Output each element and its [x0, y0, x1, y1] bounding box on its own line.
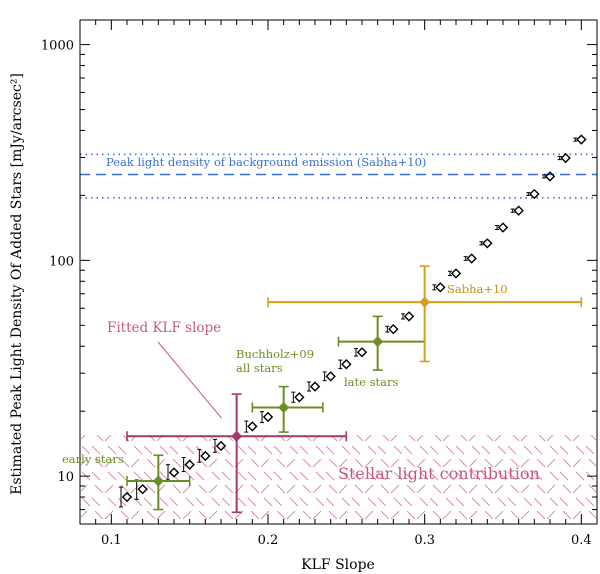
data-point-marker	[184, 459, 195, 470]
data-point-marker	[121, 491, 133, 503]
highlighted-point	[251, 385, 324, 433]
data-point-marker	[325, 371, 336, 382]
stellar-light-label: Stellar light contribution	[338, 464, 540, 483]
data-point-marker	[513, 205, 524, 216]
data-point	[213, 438, 227, 453]
y-axis-ticks: 10 100 1000	[41, 39, 597, 525]
data-point	[432, 282, 446, 293]
data-point	[385, 323, 399, 335]
data-point-marker	[450, 268, 462, 279]
data-point	[573, 134, 587, 145]
data-point	[495, 222, 509, 233]
data-point-marker	[466, 253, 477, 264]
data-point	[526, 188, 540, 200]
buchholz-label-line1: Buchholz+09	[236, 347, 314, 361]
data-point-marker	[247, 421, 258, 432]
data-point	[181, 456, 195, 473]
x-tick-label: 0.2	[258, 533, 279, 548]
data-point	[401, 311, 415, 322]
x-axis-label: KLF Slope	[301, 557, 375, 573]
x-tick-label: 0.4	[571, 533, 592, 548]
data-point	[291, 391, 305, 403]
data-point-marker	[529, 188, 540, 200]
data-point	[463, 253, 477, 264]
data-point	[542, 171, 556, 182]
y-tick-label: 100	[49, 254, 74, 269]
data-point	[338, 359, 352, 370]
data-point-marker	[544, 171, 556, 182]
data-point-marker	[294, 392, 305, 403]
highlighted-points	[126, 265, 583, 514]
data-point	[448, 268, 462, 279]
data-point	[479, 238, 493, 249]
data-point	[260, 411, 274, 424]
y-tick-label: 10	[57, 470, 74, 485]
data-point	[119, 486, 133, 508]
highlighted-point-marker	[231, 430, 243, 442]
data-point-marker	[341, 359, 352, 370]
data-point-marker	[388, 323, 399, 335]
data-point-marker	[435, 282, 446, 293]
data-point-marker	[482, 238, 493, 249]
highlighted-point-marker	[372, 336, 384, 348]
x-axis-ticks: 0.1 0.2 0.3 0.4	[79, 20, 598, 548]
data-point-marker	[309, 381, 321, 392]
highlighted-point-marker	[278, 401, 290, 414]
background-emission-lines	[80, 153, 597, 199]
highlighted-point	[126, 454, 191, 511]
data-point	[510, 205, 524, 216]
y-axis-label: Estimated Peak Light Density Of Added St…	[9, 73, 25, 495]
data-point	[557, 152, 571, 164]
buchholz-label-line2: all stars	[236, 361, 283, 375]
data-point-marker	[356, 347, 368, 358]
early-stars-label: early stars	[62, 452, 124, 466]
fitted-klf-pointer	[157, 341, 223, 419]
data-point	[244, 420, 258, 433]
x-tick-label: 0.1	[101, 533, 122, 548]
highlighted-point-marker	[152, 475, 164, 487]
background-emission-label: Peak light density of background emissio…	[106, 155, 426, 169]
data-point-marker	[137, 483, 148, 495]
data-point-marker	[200, 450, 211, 462]
data-point	[307, 381, 321, 392]
plot-frame	[79, 19, 598, 525]
highlighted-point	[126, 393, 348, 514]
data-point-marker	[262, 411, 274, 423]
sabha-label: Sabha+10	[447, 282, 508, 296]
data-point	[197, 448, 211, 463]
late-stars-label: late stars	[344, 375, 398, 389]
data-point-marker	[576, 134, 587, 145]
highlighted-point	[337, 315, 426, 371]
data-point-marker	[403, 311, 415, 322]
data-point	[322, 371, 336, 382]
x-tick-label: 0.3	[414, 533, 435, 548]
data-point-marker	[497, 222, 509, 233]
data-point-marker	[560, 152, 571, 164]
data-point	[354, 347, 368, 358]
highlighted-point-marker	[419, 296, 431, 308]
data-points	[119, 134, 587, 508]
data-point-marker	[168, 467, 180, 478]
data-point-marker	[215, 440, 227, 452]
fitted-klf-label: Fitted KLF slope	[107, 320, 221, 336]
y-tick-label: 1000	[41, 39, 74, 54]
highlighted-point	[267, 265, 583, 363]
stellar-light-region	[81, 435, 596, 523]
